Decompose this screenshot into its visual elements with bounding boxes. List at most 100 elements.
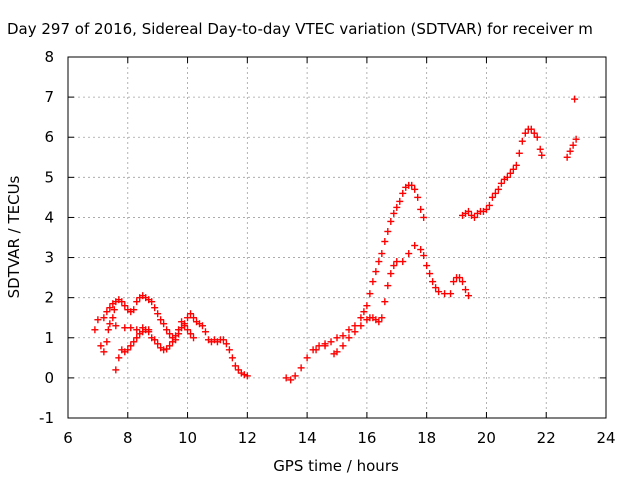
x-tick-label: 8 <box>123 429 133 447</box>
x-tick-label: 24 <box>596 429 615 447</box>
data-point <box>485 201 493 209</box>
data-point <box>201 328 209 336</box>
data-point <box>321 340 329 348</box>
data-point <box>378 314 386 322</box>
data-point <box>184 314 192 322</box>
data-point <box>515 149 523 157</box>
data-point <box>533 133 541 141</box>
data-point <box>303 354 311 362</box>
data-point <box>151 336 159 344</box>
data-point <box>536 145 544 153</box>
data-point <box>429 278 437 286</box>
y-tick-label: -1 <box>39 409 54 427</box>
data-point <box>282 374 290 382</box>
data-point <box>287 376 295 384</box>
data-point <box>351 322 359 330</box>
y-tick-label: 5 <box>44 168 54 186</box>
data-point <box>351 328 359 336</box>
data-point <box>148 298 156 306</box>
data-point <box>91 326 99 334</box>
data-point <box>100 314 108 322</box>
x-tick-label: 10 <box>178 429 197 447</box>
y-axis-label: SDTVAR / TECUs <box>5 175 23 298</box>
data-point <box>571 95 579 103</box>
x-tick-label: 18 <box>417 429 436 447</box>
x-tick-label: 22 <box>537 429 556 447</box>
x-tick-labels: 6 8 10 12 14 16 18 20 22 24 <box>63 429 615 447</box>
data-point <box>124 346 132 354</box>
data-point <box>225 346 233 354</box>
data-point <box>441 290 449 298</box>
data-point <box>106 320 114 328</box>
data-point <box>506 169 514 177</box>
y-tick-label: 3 <box>44 249 54 267</box>
data-point <box>112 322 120 330</box>
plot-frame <box>67 56 607 419</box>
data-point <box>112 366 120 374</box>
data-point <box>154 340 162 348</box>
data-point <box>357 322 365 330</box>
data-point <box>414 193 422 201</box>
data-point <box>345 334 353 342</box>
data-point <box>521 129 529 137</box>
data-point <box>512 161 520 169</box>
data-point <box>411 242 419 250</box>
data-point <box>399 189 407 197</box>
data-point <box>527 125 535 133</box>
data-point <box>360 308 368 316</box>
data-point <box>375 318 383 326</box>
data-point <box>381 238 389 246</box>
x-tick-label: 14 <box>298 429 317 447</box>
data-point <box>127 324 135 332</box>
data-point <box>139 324 147 332</box>
data-point <box>187 330 195 338</box>
data-point <box>417 246 425 254</box>
data-point <box>538 151 546 159</box>
data-point <box>509 165 517 173</box>
data-point <box>497 179 505 187</box>
y-tick-label: 0 <box>44 369 54 387</box>
data-point <box>190 334 198 342</box>
chart-title: Day 297 of 2016, Sidereal Day-to-day VTE… <box>7 20 593 38</box>
data-series <box>563 95 580 161</box>
data-point <box>566 147 574 155</box>
data-point <box>94 316 102 324</box>
data-point <box>447 290 455 298</box>
data-point <box>530 129 538 137</box>
data-point <box>572 135 580 143</box>
y-tick-label: 2 <box>44 289 54 307</box>
data-point <box>390 262 398 270</box>
data-point <box>420 213 428 221</box>
data-point <box>110 306 118 314</box>
data-point <box>219 336 227 344</box>
data-series <box>91 292 251 380</box>
data-point <box>393 258 401 266</box>
data-point <box>297 364 305 372</box>
data-point <box>372 268 380 276</box>
data-point <box>222 340 230 348</box>
data-point <box>231 362 239 370</box>
y-tick-label: 7 <box>44 88 54 106</box>
data-point <box>184 326 192 334</box>
data-point <box>384 282 392 290</box>
data-point <box>333 348 341 356</box>
data-point <box>465 207 473 215</box>
data-point <box>503 173 511 181</box>
data-point <box>151 304 159 312</box>
x-tick-label: 16 <box>357 429 376 447</box>
data-point <box>450 278 458 286</box>
data-point <box>166 330 174 338</box>
data-point <box>491 189 499 197</box>
x-tick-label: 12 <box>238 429 257 447</box>
data-point <box>327 338 335 346</box>
data-point <box>199 322 206 330</box>
data-point <box>345 326 353 334</box>
data-point <box>405 250 413 258</box>
x-tick-label: 6 <box>63 429 73 447</box>
data-point <box>381 298 389 306</box>
data-point <box>315 342 323 350</box>
data-point <box>106 304 114 312</box>
data-point <box>369 278 377 286</box>
data-point <box>378 250 386 258</box>
data-point <box>465 292 473 300</box>
